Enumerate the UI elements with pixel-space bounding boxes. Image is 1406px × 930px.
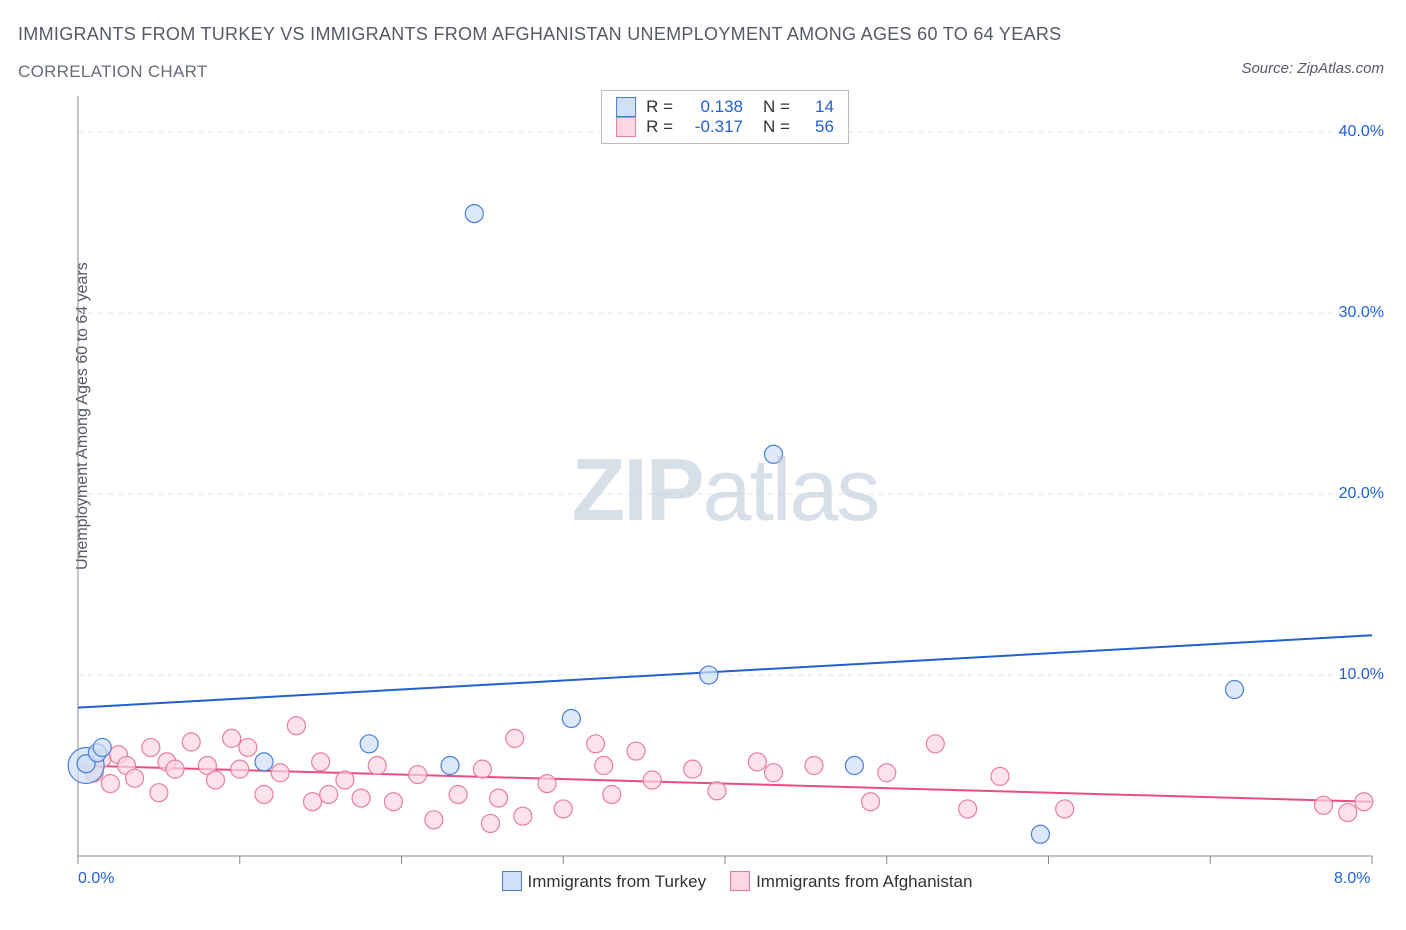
y-tick-label: 40.0%: [1339, 123, 1384, 141]
data-point: [255, 753, 273, 771]
data-point: [878, 764, 896, 782]
data-point: [627, 742, 645, 760]
data-point: [360, 735, 378, 753]
r-label: R =: [646, 97, 673, 117]
data-point: [845, 757, 863, 775]
data-point: [1056, 800, 1074, 818]
data-point: [805, 757, 823, 775]
data-point: [643, 771, 661, 789]
data-point: [101, 775, 119, 793]
stats-legend: R = 0.138 N = 14 R = -0.317 N = 56: [601, 90, 849, 144]
data-point: [312, 753, 330, 771]
data-point: [1355, 793, 1373, 811]
legend-swatch: [616, 97, 636, 117]
data-point: [142, 738, 160, 756]
data-point: [255, 785, 273, 803]
data-point: [1339, 804, 1357, 822]
data-point: [926, 735, 944, 753]
trend-line: [78, 635, 1372, 707]
x-tick-label: 0.0%: [78, 870, 114, 888]
data-point: [223, 729, 241, 747]
data-point: [554, 800, 572, 818]
data-point: [1314, 796, 1332, 814]
data-point: [320, 785, 338, 803]
data-point: [595, 757, 613, 775]
legend-label: Immigrants from Afghanistan: [756, 872, 972, 891]
data-point: [368, 757, 386, 775]
stats-legend-row: R = 0.138 N = 14: [616, 97, 834, 117]
y-tick-label: 30.0%: [1339, 304, 1384, 322]
scatter-chart: [60, 90, 1390, 890]
data-point: [336, 771, 354, 789]
data-point: [352, 789, 370, 807]
data-point: [765, 764, 783, 782]
legend-swatch: [730, 871, 750, 891]
data-point: [481, 814, 499, 832]
data-point: [150, 784, 168, 802]
n-label: N =: [763, 117, 790, 137]
data-point: [384, 793, 402, 811]
data-point: [239, 738, 257, 756]
data-point: [409, 766, 427, 784]
chart-title: IMMIGRANTS FROM TURKEY VS IMMIGRANTS FRO…: [18, 24, 1061, 45]
data-point: [708, 782, 726, 800]
legend-swatch: [502, 871, 522, 891]
n-label: N =: [763, 97, 790, 117]
data-point: [700, 666, 718, 684]
data-point: [959, 800, 977, 818]
data-point: [1031, 825, 1049, 843]
data-point: [506, 729, 524, 747]
data-point: [514, 807, 532, 825]
data-point: [684, 760, 702, 778]
legend-label: Immigrants from Turkey: [528, 872, 707, 891]
y-tick-label: 10.0%: [1339, 666, 1384, 684]
data-point: [441, 757, 459, 775]
data-point: [166, 760, 184, 778]
r-value: 0.138: [683, 97, 743, 117]
data-point: [562, 709, 580, 727]
n-value: 14: [800, 97, 834, 117]
y-tick-label: 20.0%: [1339, 485, 1384, 503]
data-point: [126, 769, 144, 787]
data-point: [603, 785, 621, 803]
data-point: [991, 767, 1009, 785]
data-point: [748, 753, 766, 771]
data-point: [231, 760, 249, 778]
source-label: Source: ZipAtlas.com: [1241, 60, 1384, 77]
data-point: [587, 735, 605, 753]
data-point: [304, 793, 322, 811]
data-point: [473, 760, 491, 778]
r-value: -0.317: [683, 117, 743, 137]
stats-legend-row: R = -0.317 N = 56: [616, 117, 834, 137]
legend-swatch: [616, 117, 636, 137]
data-point: [490, 789, 508, 807]
series-legend: Immigrants from Turkey Immigrants from Af…: [60, 871, 1390, 892]
data-point: [271, 764, 289, 782]
data-point: [93, 738, 111, 756]
data-point: [287, 717, 305, 735]
data-point: [765, 445, 783, 463]
x-tick-label: 8.0%: [1334, 870, 1370, 888]
chart-container: Unemployment Among Ages 60 to 64 years Z…: [60, 90, 1390, 890]
data-point: [206, 771, 224, 789]
data-point: [1226, 681, 1244, 699]
r-label: R =: [646, 117, 673, 137]
data-point: [465, 205, 483, 223]
data-point: [538, 775, 556, 793]
n-value: 56: [800, 117, 834, 137]
data-point: [425, 811, 443, 829]
data-point: [182, 733, 200, 751]
data-point: [449, 785, 467, 803]
chart-subtitle: CORRELATION CHART: [18, 62, 208, 82]
data-point: [862, 793, 880, 811]
